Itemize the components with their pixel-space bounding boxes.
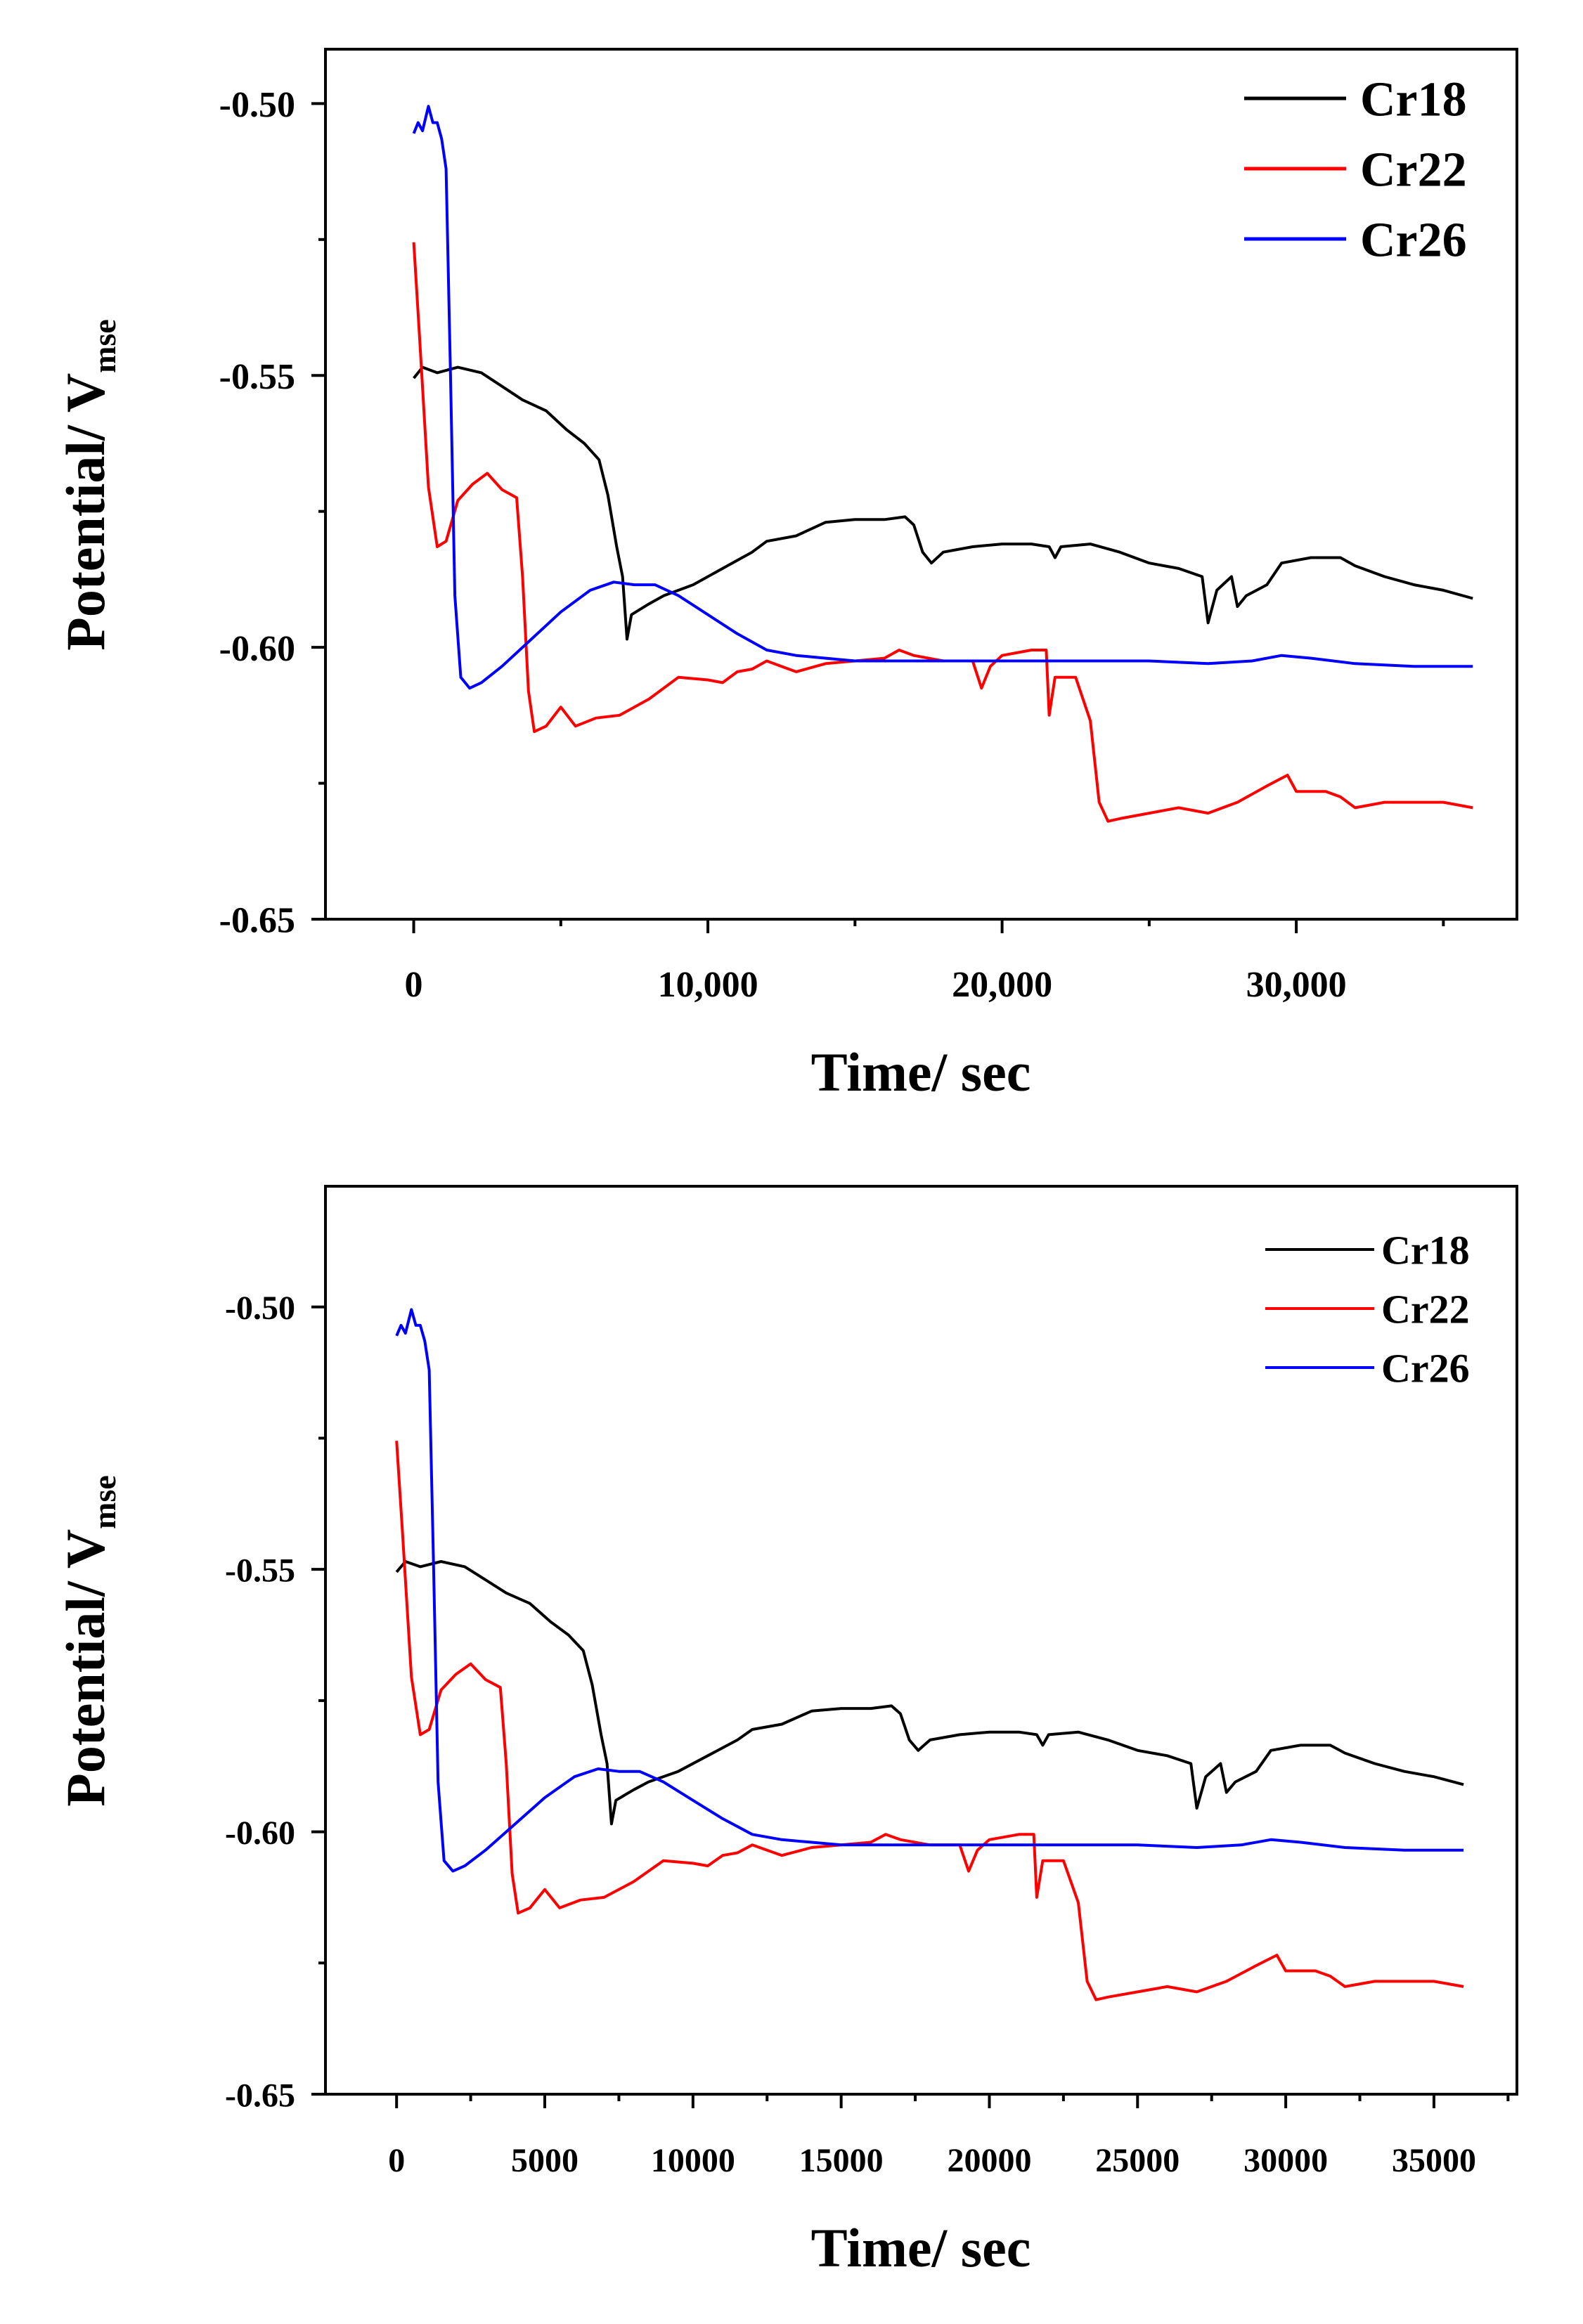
y-tick-label: -0.65 xyxy=(225,2077,295,2114)
y-tick-label: -0.55 xyxy=(219,357,295,397)
legend-label-cr26: Cr26 xyxy=(1381,1345,1470,1391)
y-tick-label: -0.50 xyxy=(225,1290,295,1327)
series-line-cr26 xyxy=(412,105,1473,690)
y-axis-title-main: Potential/ V xyxy=(55,1529,116,1807)
series-line-cr18 xyxy=(413,365,1473,641)
y-axis-title-subscript: mse xyxy=(86,319,122,373)
legend-label-cr18: Cr18 xyxy=(1360,73,1467,127)
series-line-cr22 xyxy=(412,242,1473,823)
legend-label-cr22: Cr22 xyxy=(1360,143,1467,197)
x-tick-label: 30,000 xyxy=(1246,965,1347,1005)
plot-frame xyxy=(324,1185,1518,2096)
x-tick-label: 10,000 xyxy=(658,965,758,1005)
y-tick-label: -0.55 xyxy=(225,1552,295,1589)
legend-label-cr18: Cr18 xyxy=(1381,1227,1470,1273)
x-tick-label: 0 xyxy=(405,965,423,1005)
series-line-cr22 xyxy=(395,1441,1464,2001)
x-axis-title: Time/ sec xyxy=(811,2217,1031,2278)
x-tick-label: 5000 xyxy=(511,2142,579,2179)
legend-label-cr26: Cr26 xyxy=(1360,214,1467,268)
x-tick-label: 10000 xyxy=(651,2142,735,2179)
x-tick-label: 20000 xyxy=(947,2142,1031,2179)
y-axis-title-subscript: mse xyxy=(86,1475,122,1529)
y-tick-label: -0.65 xyxy=(219,901,295,941)
plot-frame xyxy=(324,48,1518,921)
x-tick-label: 35000 xyxy=(1392,2142,1476,2179)
legend-label-cr22: Cr22 xyxy=(1381,1286,1470,1332)
x-tick-label: 20,000 xyxy=(952,965,1052,1005)
y-axis-title: Potential/ Vmse xyxy=(55,319,122,651)
y-tick-label: -0.60 xyxy=(225,1815,295,1852)
y-tick-label: -0.50 xyxy=(219,85,295,125)
x-tick-label: 15000 xyxy=(799,2142,884,2179)
x-tick-label: 25000 xyxy=(1095,2142,1180,2179)
chart-2: -0.65 -0.60 -0.55 -0.50 0 5000 10000 15000 20000… xyxy=(55,1185,1518,2278)
series-line-cr26 xyxy=(395,1308,1464,1873)
y-axis-title-main: Potential/ V xyxy=(55,373,116,651)
x-axis-title: Time/ sec xyxy=(811,1041,1031,1103)
chart-1: -0.65 -0.60 -0.55 -0.50 0 10,000 20,000 30,000 C… xyxy=(55,48,1518,1103)
series-line-cr18 xyxy=(395,1560,1464,1826)
y-tick-label: -0.60 xyxy=(219,629,295,669)
x-tick-label: 0 xyxy=(388,2142,405,2179)
x-tick-label: 30000 xyxy=(1243,2142,1328,2179)
y-axis-title: Potential/ Vmse xyxy=(55,1475,122,1807)
